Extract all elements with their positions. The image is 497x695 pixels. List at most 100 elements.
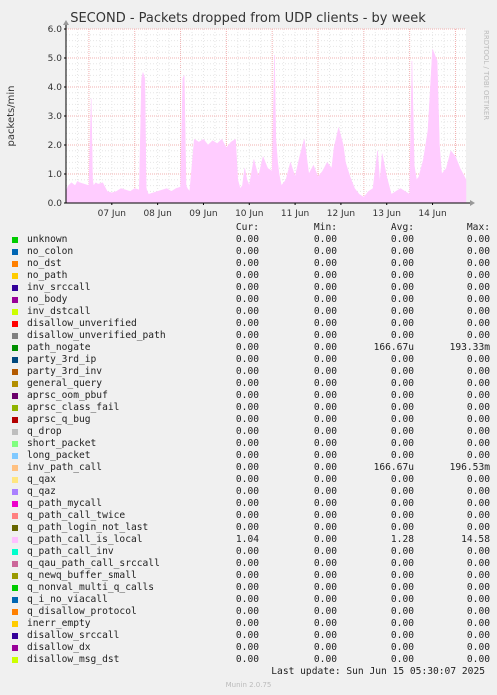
legend-row: disallow_msg_dst 0.00 0.00 0.00 0.00 (12, 654, 492, 666)
legend-row: unknown 0.00 0.00 0.00 0.00 (12, 234, 492, 246)
legend-swatch (12, 525, 18, 531)
rrdtool-credit: RRDTOOL / TOBI OETIKER (482, 30, 490, 120)
legend-swatch (12, 501, 18, 507)
legend-row: no_path 0.00 0.00 0.00 0.00 (12, 270, 492, 282)
legend-name: party_3rd_inv (27, 366, 103, 377)
legend-max: 0.00 (466, 426, 490, 437)
legend-swatch (12, 405, 18, 411)
legend-avg: 0.00 (390, 318, 414, 329)
legend-cur: 0.00 (235, 306, 259, 317)
series-area-q_path_call_is_local (65, 49, 467, 204)
legend-row: party_3rd_inv 0.00 0.00 0.00 0.00 (12, 366, 492, 378)
legend-swatch (12, 537, 18, 543)
legend-swatch (12, 645, 18, 651)
legend-row: long_packet 0.00 0.00 0.00 0.00 (12, 450, 492, 462)
legend-avg: 0.00 (390, 498, 414, 509)
legend-min: 0.00 (313, 654, 337, 665)
legend-swatch (12, 453, 18, 459)
legend-swatch (12, 357, 18, 363)
legend-row: inerr_empty 0.00 0.00 0.00 0.00 (12, 618, 492, 630)
legend-name: aprsc_oom_pbuf (27, 390, 108, 401)
legend-name: general_query (27, 378, 103, 389)
legend-swatch (12, 441, 18, 447)
legend-avg: 0.00 (390, 246, 414, 257)
legend-avg: 0.00 (390, 390, 414, 401)
legend-swatch (12, 585, 18, 591)
last-update: Last update: Sun Jun 15 05:30:07 2025 (271, 666, 485, 677)
legend-avg: 0.00 (390, 486, 414, 497)
x-axis-arrow (470, 200, 475, 206)
legend-max: 0.00 (466, 654, 490, 665)
legend-cur: 0.00 (235, 246, 259, 257)
legend-min: 0.00 (313, 366, 337, 377)
legend-name: q_path_login_not_last (27, 522, 149, 533)
legend-avg: 0.00 (390, 426, 414, 437)
legend-row: no_body 0.00 0.00 0.00 0.00 (12, 294, 492, 306)
legend-name: aprsc_q_bug (27, 414, 91, 425)
legend-cur: 0.00 (235, 282, 259, 293)
legend-avg: 166.67u (373, 342, 414, 353)
legend-row: disallow_srccall 0.00 0.00 0.00 0.00 (12, 630, 492, 642)
legend-row: aprsc_q_bug 0.00 0.00 0.00 0.00 (12, 414, 492, 426)
legend-swatch (12, 513, 18, 519)
legend-name: long_packet (27, 450, 91, 461)
munin-version: Munin 2.0.75 (225, 681, 272, 689)
legend-cur: 0.00 (235, 630, 259, 641)
legend-name: q_path_call_inv (27, 546, 114, 557)
legend-min: 0.00 (313, 462, 337, 473)
legend-swatch (12, 393, 18, 399)
legend-swatch (12, 369, 18, 375)
legend-swatch (12, 417, 18, 423)
legend-cur: 0.00 (235, 438, 259, 449)
legend-max: 0.00 (466, 330, 490, 341)
legend-row: inv_path_call 0.00 0.00 166.67u 196.53m (12, 462, 492, 474)
legend-name: no_path (27, 270, 68, 281)
legend-avg: 0.00 (390, 258, 414, 269)
legend-max: 0.00 (466, 642, 490, 653)
legend-swatch (12, 573, 18, 579)
legend-row: disallow_unverified 0.00 0.00 0.00 0.00 (12, 318, 492, 330)
legend-min: 0.00 (313, 450, 337, 461)
legend-max: 0.00 (466, 606, 490, 617)
legend-min: 0.00 (313, 414, 337, 425)
y-tick-label: 3.0 (48, 112, 63, 122)
legend-swatch (12, 489, 18, 495)
legend-min: 0.00 (313, 498, 337, 509)
legend-max: 0.00 (466, 630, 490, 641)
legend-min: 0.00 (313, 438, 337, 449)
legend-avg: 0.00 (390, 654, 414, 665)
legend-swatch (12, 321, 18, 327)
legend-min: 0.00 (313, 606, 337, 617)
legend-avg: 0.00 (390, 378, 414, 389)
legend-min: 0.00 (313, 594, 337, 605)
legend-min: 0.00 (313, 354, 337, 365)
legend-name: q_qaz (27, 486, 56, 497)
legend-cur: 0.00 (235, 450, 259, 461)
legend-max: 0.00 (466, 246, 490, 257)
legend-avg: 0.00 (390, 438, 414, 449)
x-tick-label: 12 Jun (327, 209, 355, 219)
legend-name: party_3rd_ip (27, 354, 97, 365)
legend-min: 0.00 (313, 318, 337, 329)
y-tick-label: 0.0 (48, 199, 63, 209)
x-tick-label: 10 Jun (235, 209, 263, 219)
legend-cur: 0.00 (235, 270, 259, 281)
legend-name: q_path_call_is_local (27, 534, 143, 545)
legend-row: q_i_no_viacall 0.00 0.00 0.00 0.00 (12, 594, 492, 606)
legend-name: no_dst (27, 258, 62, 269)
chart: SECOND - Packets dropped from UDP client… (0, 0, 497, 225)
legend-avg: 0.00 (390, 594, 414, 605)
legend-max: 0.00 (466, 546, 490, 557)
legend-name: inv_srccall (27, 282, 91, 293)
legend-min: 0.00 (313, 294, 337, 305)
legend-cur: 0.00 (235, 330, 259, 341)
legend-max: 0.00 (466, 582, 490, 593)
legend-row: general_query 0.00 0.00 0.00 0.00 (12, 378, 492, 390)
legend-max: 0.00 (466, 270, 490, 281)
legend-swatch (12, 549, 18, 555)
legend-cur: 0.00 (235, 414, 259, 425)
legend-cur: 0.00 (235, 258, 259, 269)
legend-avg: 0.00 (390, 330, 414, 341)
legend-row: inv_dstcall 0.00 0.00 0.00 0.00 (12, 306, 492, 318)
legend-max: 0.00 (466, 570, 490, 581)
